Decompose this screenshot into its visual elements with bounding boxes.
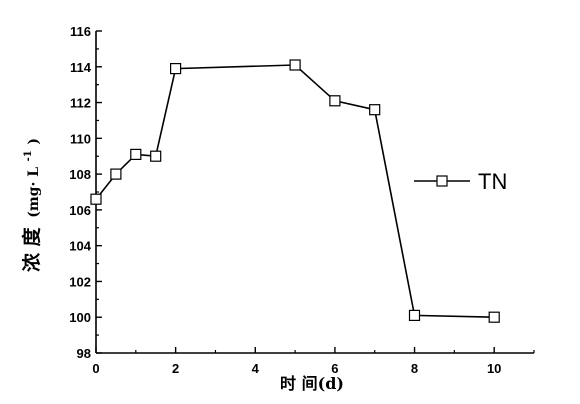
x-tick-label: 10 [487,361,501,376]
axes [95,31,534,354]
y-tick-label: 114 [70,60,92,75]
x-axis-title: 时 间(d) [280,374,344,393]
y-tick-label: 106 [69,203,91,218]
y-tick-label: 102 [69,274,91,289]
legend-label-tn: TN [478,169,507,194]
x-tick-label: 6 [331,361,338,376]
x-tick-label: 8 [411,361,418,376]
y-axis-title: 浓 度 (mg· L -1 ) [16,138,43,272]
data-point-tn [130,148,142,160]
data-point-tn [90,193,102,205]
y-tick-label: 110 [70,131,91,146]
y-tick-label: 104 [69,239,91,254]
y-axis-title-main: 浓 度 [20,226,43,272]
data-point-tn [369,104,381,116]
data-point-tn [110,168,122,180]
y-axis-title-unit: (mg· L [26,167,42,218]
x-tick-label: 2 [172,361,179,376]
y-tick-label: 100 [69,310,91,325]
data-point-tn [289,59,301,71]
data-point-tn [488,311,500,323]
x-tick-label: 4 [252,361,260,376]
y-tick-label: 116 [70,24,91,39]
legend-marker [436,175,448,187]
y-axis-title-unit-sup: -1 [23,150,34,161]
plot-area [90,59,500,323]
y-tick-label: 112 [70,96,91,111]
series-line-tn [95,64,495,318]
data-point-tn [329,95,341,107]
legend: TN [414,169,507,194]
y-tick-label: 108 [69,167,91,182]
y-axis-title-unit-close: ) [26,138,42,145]
ticks: 98 100 102 104 106 108 110 112 114 116 0 2 4 6 8 10 [69,24,535,376]
data-point-tn [170,62,182,75]
x-tick-label: 0 [92,361,99,376]
y-tick-label: 98 [77,346,91,361]
data-point-tn [150,150,162,162]
data-point-tn [408,309,421,321]
